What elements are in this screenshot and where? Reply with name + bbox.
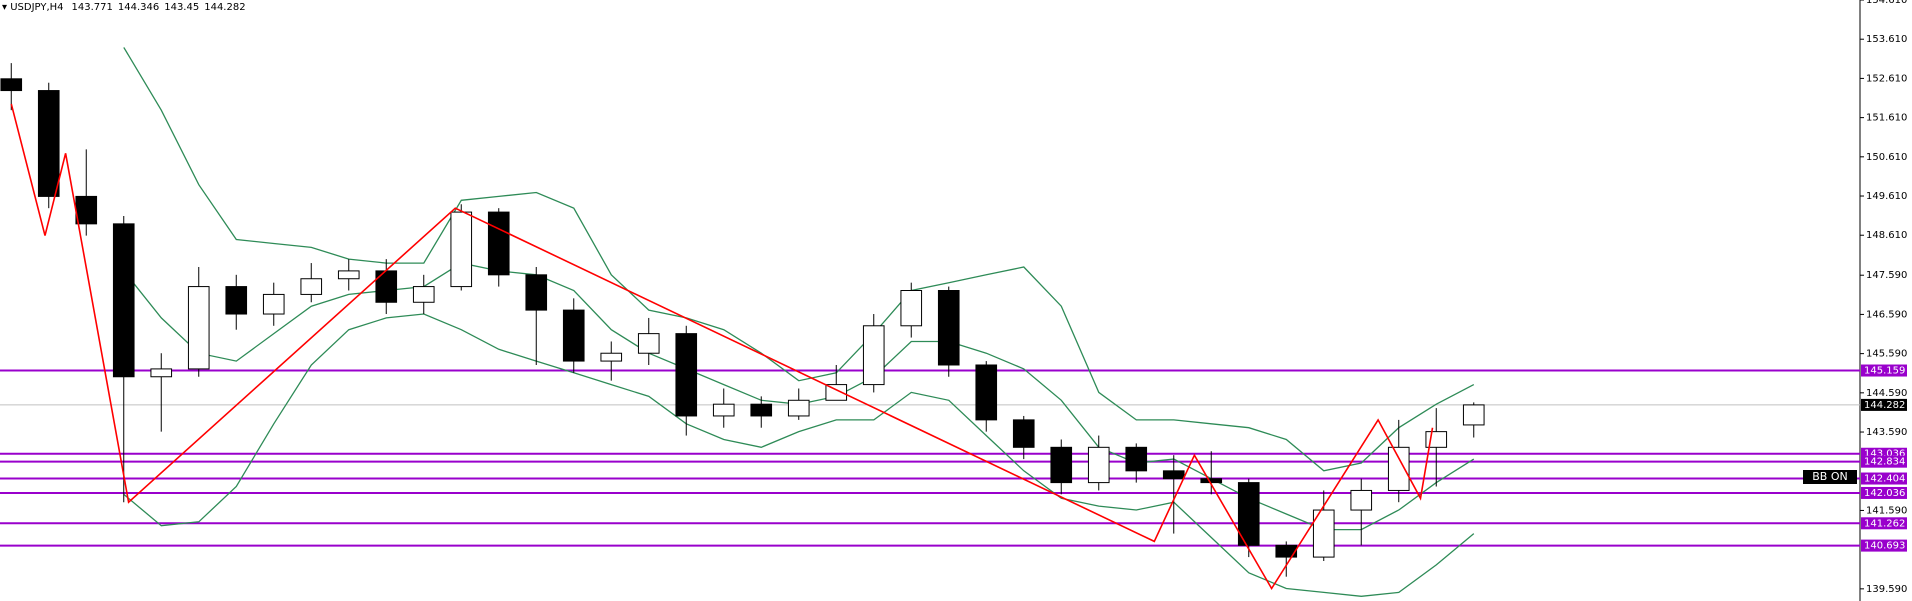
header-low: 143.45 [164,2,199,13]
level-label: 143.036 [1864,449,1905,460]
level-label-box [1861,364,1907,377]
candle-body [1200,478,1223,484]
candle-body [600,352,623,362]
y-tick-label: 148.610 [1866,230,1907,241]
candle-body [1237,482,1260,546]
level-label-box [1861,539,1907,552]
header-open: 143.771 [72,2,113,13]
candle-body [525,274,548,311]
candle-body [337,270,360,280]
y-tick-label: 152.610 [1866,73,1907,84]
header-close: 144.282 [204,2,245,13]
candle-body [37,90,60,197]
candle-body [1125,446,1148,472]
candle-body [1387,446,1410,491]
y-tick-label: 150.610 [1866,152,1907,163]
candle-body [975,364,998,421]
candle-body [1087,446,1110,484]
candle-body [112,223,135,378]
level-label: 145.159 [1864,366,1905,377]
candle-body [487,211,510,276]
level-label: 142.036 [1864,488,1905,499]
candle-body [750,403,773,417]
candle-body [450,211,473,288]
y-tick-label: 139.590 [1866,584,1907,595]
candle-body [787,399,810,417]
candle-body [300,278,323,295]
candle-body [1350,489,1373,511]
candle-body [262,293,285,315]
candle-body [412,286,435,303]
candle-body [1312,509,1335,558]
y-tick-label: 143.590 [1866,427,1907,438]
candle-body [0,78,23,92]
candle-body [375,270,398,303]
level-label-box [1861,517,1907,530]
level-label: 140.693 [1864,541,1905,552]
level-label-box [1861,486,1907,499]
candle-body [712,403,735,417]
candle-body [637,333,660,354]
candle-body [900,290,923,327]
y-tick-label: 154.610 [1866,0,1907,6]
candle-body [1050,446,1073,484]
header: ▾ USDJPY,H4 143.771 144.346 143.45 144.282 [2,2,246,13]
candle-body [225,286,248,315]
level-label: 142.834 [1864,457,1905,468]
current-price-label: 144.282 [1864,400,1905,411]
y-tick-label: 141.590 [1866,505,1907,516]
y-tick-label: 147.590 [1866,270,1907,281]
bollinger-band [123,313,1475,597]
candle-body [150,368,173,378]
annotation-box [1803,470,1857,484]
symbol: USDJPY,H4 [10,2,63,13]
candle-body [1275,544,1298,558]
level-label: 142.404 [1864,474,1905,485]
y-tick-label: 149.610 [1866,191,1907,202]
candle-body [562,309,585,362]
header-arrow: ▾ [2,2,10,13]
candle-body [1162,470,1185,480]
level-label-box [1861,455,1907,468]
candle-body [1462,404,1485,426]
y-tick-label: 145.590 [1866,349,1907,360]
y-tick-label: 153.610 [1866,34,1907,45]
annotation: BB ON [1812,470,1847,483]
candle-body [1012,419,1035,448]
header-high: 144.346 [118,2,159,13]
level-label: 141.262 [1864,518,1905,529]
candle-body [937,290,960,366]
candle-body [75,195,98,225]
candle-body [825,384,848,401]
zigzag [10,103,1434,591]
bollinger-band [123,47,1475,472]
y-tick-label: 144.590 [1866,388,1907,399]
y-tick-label: 146.590 [1866,309,1907,320]
y-tick-label: 151.610 [1866,113,1907,124]
candle-body [187,286,210,370]
candle-body [675,333,698,417]
level-label-box [1861,472,1907,485]
current-price-box [1861,398,1907,411]
candle-body [862,325,885,386]
